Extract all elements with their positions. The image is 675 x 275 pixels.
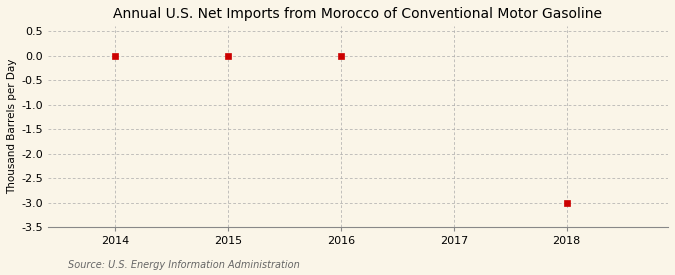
Text: Source: U.S. Energy Information Administration: Source: U.S. Energy Information Administ… bbox=[68, 260, 299, 270]
Title: Annual U.S. Net Imports from Morocco of Conventional Motor Gasoline: Annual U.S. Net Imports from Morocco of … bbox=[113, 7, 602, 21]
Y-axis label: Thousand Barrels per Day: Thousand Barrels per Day bbox=[7, 59, 17, 194]
